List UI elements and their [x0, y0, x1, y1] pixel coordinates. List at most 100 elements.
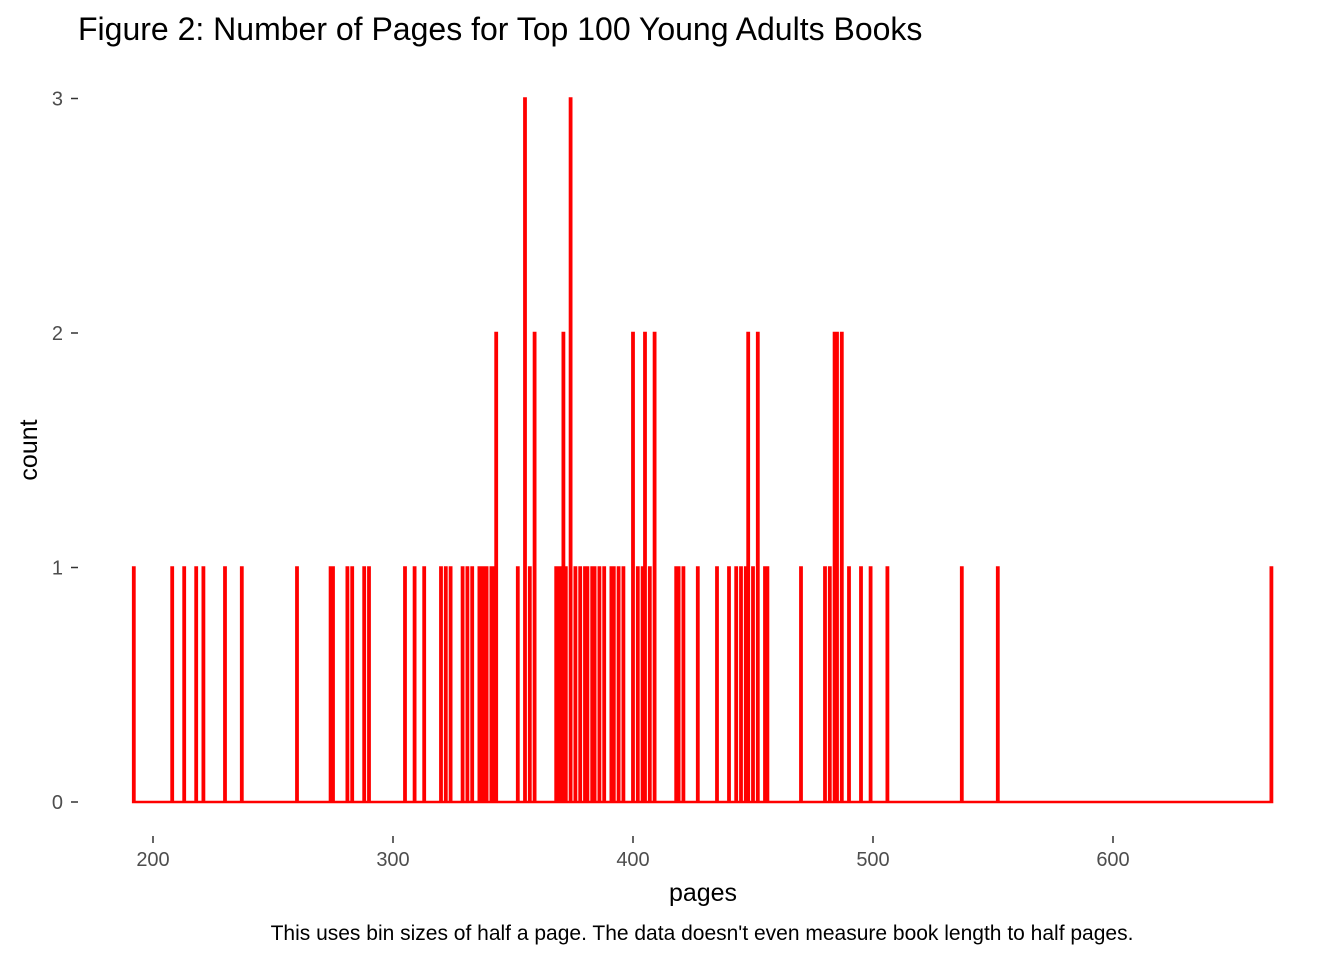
histogram-bar [555, 567, 557, 802]
histogram-bar [517, 567, 519, 802]
histogram-bar [766, 567, 768, 802]
x-axis-title: pages [669, 879, 737, 907]
histogram-bar [598, 567, 600, 802]
histogram-bar [423, 567, 425, 802]
histogram-bar [682, 567, 684, 802]
histogram-bar [332, 567, 334, 802]
x-tick-label: 300 [376, 849, 409, 871]
histogram-bar [649, 567, 651, 802]
histogram-bar [570, 98, 572, 802]
plot-panel: 0 1 2 3 200 300 400 500 600 [52, 89, 1274, 871]
histogram-bar [493, 567, 495, 802]
histogram-bar [414, 567, 416, 802]
histogram-bar [529, 567, 531, 802]
histogram-bar [836, 333, 838, 802]
histogram-bar [824, 567, 826, 802]
histogram-bar [834, 333, 836, 802]
histogram-bar [829, 567, 831, 802]
histogram-bar [404, 567, 406, 802]
histogram-bar [675, 567, 677, 802]
histogram-bar [133, 567, 135, 802]
histogram-bar [747, 333, 749, 802]
x-tick-label: 200 [136, 849, 169, 871]
histogram-bar [330, 567, 332, 802]
histogram-bar [478, 567, 480, 802]
histogram-bar [171, 567, 173, 802]
histogram-bar [351, 567, 353, 802]
histogram-bar [450, 567, 452, 802]
histogram-bar [594, 567, 596, 802]
histogram-bar [495, 333, 497, 802]
histogram-bar [622, 567, 624, 802]
histogram-bar [800, 567, 802, 802]
histogram-bar [1270, 567, 1272, 802]
histogram-bar [644, 333, 646, 802]
histogram-bar [565, 567, 567, 802]
y-tick-label: 0 [52, 792, 63, 814]
histogram-bar [591, 567, 593, 802]
histogram-bar [997, 567, 999, 802]
histogram-bar [752, 567, 754, 802]
histogram-bar [740, 567, 742, 802]
histogram-bar [613, 567, 615, 802]
y-tick-label: 1 [52, 558, 63, 580]
histogram-bar [603, 567, 605, 802]
histogram-bar [764, 567, 766, 802]
histogram-bar [183, 567, 185, 802]
histogram-bar [841, 333, 843, 802]
histogram-bar [558, 567, 560, 802]
histogram-bar [848, 567, 850, 802]
histogram-bar [440, 567, 442, 802]
histogram-bar [363, 567, 365, 802]
histogram-bar [697, 567, 699, 802]
histogram-bar [490, 567, 492, 802]
histogram-bar [202, 567, 204, 802]
histogram-bar [610, 567, 612, 802]
histogram-bar [560, 567, 562, 802]
histogram-bar [886, 567, 888, 802]
histogram-bar [562, 333, 564, 802]
histogram-bar [654, 333, 656, 802]
histogram-outline [131, 97, 1274, 804]
chart-title: Figure 2: Number of Pages for Top 100 Yo… [78, 11, 922, 47]
histogram-bar [586, 567, 588, 802]
x-tick-label: 600 [1096, 849, 1129, 871]
histogram-bar [642, 567, 644, 802]
y-axis-title: count [15, 419, 43, 480]
histogram-bar [241, 567, 243, 802]
histogram-bar [524, 98, 526, 802]
histogram-bar [728, 567, 730, 802]
histogram-bar [716, 567, 718, 802]
histogram-bar [618, 567, 620, 802]
histogram-bar [584, 567, 586, 802]
histogram-bar [534, 333, 536, 802]
histogram-bar [224, 567, 226, 802]
y-tick-label: 3 [52, 89, 63, 111]
histogram-bar [483, 567, 485, 802]
histogram-bar [637, 567, 639, 802]
x-tick-label: 400 [616, 849, 649, 871]
histogram-bar [296, 567, 298, 802]
histogram-bar [678, 567, 680, 802]
histogram-bar [462, 567, 464, 802]
chart-caption: This uses bin sizes of half a page. The … [271, 922, 1134, 945]
histogram-bar [195, 567, 197, 802]
y-tick-label: 2 [52, 323, 63, 345]
histogram-bar [757, 333, 759, 802]
histogram-bar [860, 567, 862, 802]
histogram-bar [346, 567, 348, 802]
histogram-bar [745, 567, 747, 802]
histogram-bar [574, 567, 576, 802]
histogram-bar [632, 333, 634, 802]
histogram-bar [471, 567, 473, 802]
histogram-bar [870, 567, 872, 802]
histogram-bar [368, 567, 370, 802]
histogram-bar [481, 567, 483, 802]
histogram-bar [579, 567, 581, 802]
histogram-bar [486, 567, 488, 802]
histogram-bar [445, 567, 447, 802]
histogram-bar [466, 567, 468, 802]
histogram-bar [735, 567, 737, 802]
x-tick-label: 500 [856, 849, 889, 871]
